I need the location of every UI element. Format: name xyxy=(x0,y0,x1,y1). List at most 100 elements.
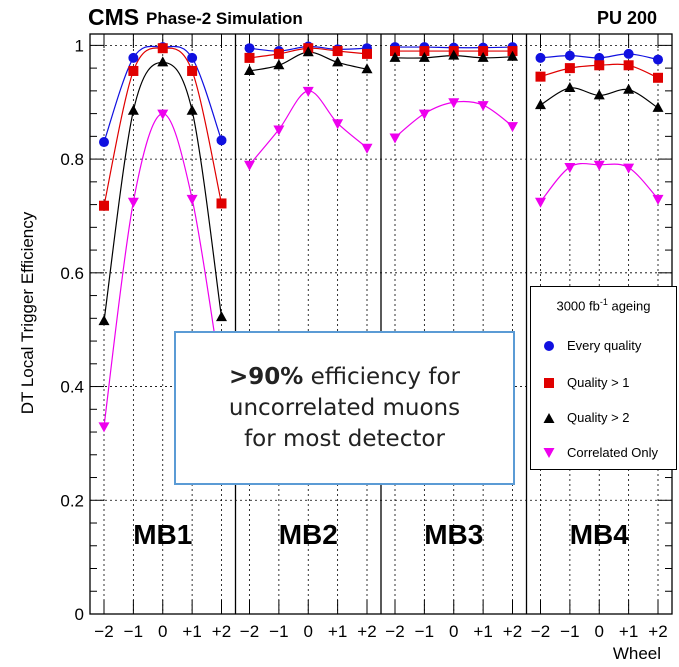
data-point-circle-marker xyxy=(99,137,109,148)
data-point-triangle-down-marker xyxy=(244,160,255,171)
x-tick-label: −2 xyxy=(94,622,113,641)
data-point-triangle-up-marker xyxy=(186,104,198,115)
x-tick-label: +1 xyxy=(182,622,201,641)
data-point-triangle-down-marker xyxy=(652,194,664,205)
data-point-triangle-up-marker xyxy=(535,99,546,110)
data-point-square-marker xyxy=(332,46,343,57)
data-point-triangle-down-marker xyxy=(361,143,373,154)
data-point-triangle-down-marker xyxy=(535,197,546,208)
station-label: MB3 xyxy=(424,519,483,550)
legend-label: Quality > 1 xyxy=(567,375,630,390)
simulation-label: Phase-2 Simulation xyxy=(146,9,303,28)
x-axis-label: Wheel xyxy=(612,644,661,663)
x-tick-label: −1 xyxy=(124,622,143,641)
x-tick-label: −2 xyxy=(240,622,259,641)
data-point-triangle-down-marker xyxy=(389,133,401,144)
legend-item-correlated-only: Correlated Only xyxy=(531,442,678,462)
x-tick-label: +2 xyxy=(648,622,667,641)
data-point-triangle-down-marker xyxy=(302,86,314,97)
legend-item-quality-gt-2: Quality > 2 xyxy=(531,407,678,427)
legend-item-quality-gt-1: Quality > 1 xyxy=(531,372,678,392)
data-point-square-marker xyxy=(623,60,634,71)
data-point-triangle-up-marker xyxy=(593,89,605,100)
data-point-triangle-down-marker xyxy=(98,422,110,433)
annotation-text: uncorrelated muons xyxy=(228,394,461,421)
x-tick-label: +1 xyxy=(619,622,638,641)
annotation-text: efficiency for xyxy=(303,363,460,390)
x-tick-label: −1 xyxy=(269,622,288,641)
legend-label: Every quality xyxy=(567,338,642,353)
triangle-down-marker-icon xyxy=(543,448,555,458)
data-point-square-marker xyxy=(128,65,139,76)
data-point-triangle-down-marker xyxy=(127,197,139,208)
legend-label: Correlated Only xyxy=(567,445,659,460)
data-point-triangle-up-marker xyxy=(157,56,169,67)
legend-item-every-quality: Every quality xyxy=(531,335,678,355)
legend: 3000 fb-1 ageing Every quality Quality >… xyxy=(530,286,677,470)
data-point-square-marker xyxy=(244,52,255,63)
x-tick-label: 0 xyxy=(304,622,313,641)
data-point-square-marker xyxy=(535,71,546,82)
data-point-triangle-down-marker xyxy=(157,109,169,120)
data-point-circle-marker xyxy=(244,43,255,54)
y-axis-label: DT Local Trigger Efficiency xyxy=(18,211,37,415)
data-point-square-marker xyxy=(653,72,663,83)
data-point-triangle-up-marker xyxy=(216,311,227,322)
x-tick-label: +2 xyxy=(503,622,522,641)
y-tick-label: 0 xyxy=(75,605,84,624)
x-tick-label: +2 xyxy=(212,622,231,641)
series-curve xyxy=(249,90,368,166)
data-point-circle-marker xyxy=(623,48,634,59)
data-point-triangle-up-marker xyxy=(652,101,664,112)
station-label: MB2 xyxy=(279,519,338,550)
data-point-circle-marker xyxy=(187,52,198,63)
data-point-triangle-up-marker xyxy=(448,49,460,60)
experiment-label: CMS xyxy=(88,4,140,30)
circle-marker-icon xyxy=(544,341,554,351)
data-point-circle-marker xyxy=(535,52,546,63)
x-tick-label: −2 xyxy=(385,622,404,641)
data-point-circle-marker xyxy=(128,52,139,63)
station-label: MB1 xyxy=(133,519,192,550)
data-point-circle-marker xyxy=(564,50,575,61)
data-point-triangle-up-marker xyxy=(273,59,285,70)
data-point-triangle-down-marker xyxy=(332,119,344,130)
data-point-triangle-down-marker xyxy=(273,125,285,136)
annotation-text: for most detector xyxy=(244,425,445,452)
data-point-triangle-up-marker xyxy=(332,56,344,67)
annotation-box: >90% efficiency for uncorrelated muons f… xyxy=(174,331,515,485)
data-point-triangle-up-marker xyxy=(361,63,373,74)
annotation-highlight: >90% xyxy=(229,363,304,390)
data-point-triangle-down-marker xyxy=(477,101,489,112)
y-tick-label: 0.6 xyxy=(60,264,84,283)
data-point-triangle-up-marker xyxy=(127,104,139,115)
data-point-triangle-up-marker xyxy=(623,83,635,94)
x-tick-label: +1 xyxy=(473,622,492,641)
data-point-square-marker xyxy=(594,60,605,71)
y-tick-label: 0.8 xyxy=(60,150,84,169)
y-tick-label: 1 xyxy=(75,36,84,55)
data-point-square-marker xyxy=(157,43,168,54)
y-tick-label: 0.4 xyxy=(60,378,84,397)
data-point-square-marker xyxy=(99,200,109,211)
x-tick-label: 0 xyxy=(449,622,458,641)
data-point-square-marker xyxy=(564,63,575,74)
pileup-label: PU 200 xyxy=(596,8,657,28)
data-point-triangle-up-marker xyxy=(302,46,314,57)
data-point-square-marker xyxy=(390,46,400,57)
data-point-circle-marker xyxy=(216,135,227,146)
legend-label: Quality > 2 xyxy=(567,410,630,425)
data-point-square-marker xyxy=(419,46,430,57)
data-point-triangle-down-marker xyxy=(593,160,605,171)
data-point-triangle-up-marker xyxy=(98,315,110,326)
data-point-triangle-down-marker xyxy=(507,122,518,133)
data-point-triangle-down-marker xyxy=(564,163,576,174)
data-point-square-marker xyxy=(187,65,198,76)
data-point-triangle-up-marker xyxy=(389,51,401,62)
data-point-triangle-up-marker xyxy=(564,82,576,93)
data-point-triangle-up-marker xyxy=(477,51,489,62)
data-point-circle-marker xyxy=(653,54,663,65)
x-tick-label: 0 xyxy=(158,622,167,641)
data-point-square-marker xyxy=(362,48,372,59)
